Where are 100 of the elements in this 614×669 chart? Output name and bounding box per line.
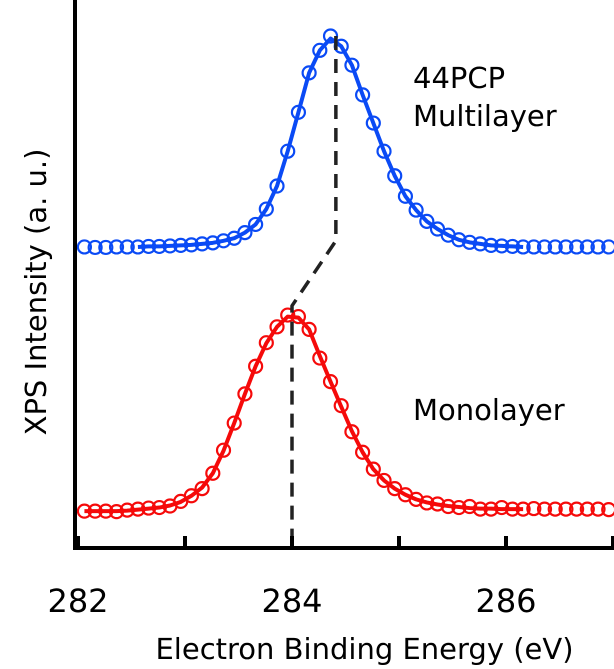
point	[269, 319, 285, 334]
x-tick-label: 284	[261, 582, 323, 620]
point	[462, 234, 478, 250]
point	[344, 424, 360, 440]
point	[483, 238, 499, 254]
point	[462, 498, 478, 514]
point	[280, 144, 296, 159]
point	[569, 501, 584, 517]
point	[366, 115, 381, 131]
point	[98, 240, 114, 256]
point	[248, 358, 264, 374]
point	[355, 87, 370, 102]
point	[141, 500, 156, 516]
point	[451, 500, 467, 516]
point	[269, 178, 285, 194]
point	[387, 168, 402, 184]
point	[536, 239, 552, 255]
point	[590, 239, 606, 255]
point	[526, 239, 542, 255]
point	[184, 237, 200, 252]
point	[387, 481, 402, 496]
point	[162, 498, 178, 514]
point	[130, 239, 146, 255]
point	[376, 144, 392, 159]
point	[88, 240, 103, 256]
point	[408, 492, 424, 507]
point	[302, 322, 317, 337]
point	[237, 386, 253, 402]
point	[162, 238, 178, 254]
point	[366, 462, 381, 477]
point	[248, 216, 264, 232]
point	[580, 239, 595, 255]
point	[312, 42, 328, 58]
point	[237, 225, 253, 240]
point	[494, 500, 510, 516]
point	[569, 239, 584, 255]
point	[194, 236, 210, 252]
annotation: 44PCP Multilayer	[413, 61, 557, 133]
point	[322, 28, 338, 44]
point	[76, 239, 92, 255]
point	[258, 335, 274, 350]
point	[184, 488, 200, 504]
point	[536, 501, 552, 517]
point	[216, 233, 232, 248]
point	[494, 238, 510, 254]
point	[504, 238, 520, 254]
point	[205, 235, 220, 250]
point	[108, 239, 124, 255]
point	[258, 201, 274, 217]
point	[516, 239, 531, 255]
point	[376, 472, 392, 488]
point	[440, 228, 456, 243]
point	[76, 504, 92, 519]
point	[152, 238, 167, 254]
point	[483, 501, 499, 517]
point	[88, 504, 103, 519]
point	[526, 500, 542, 516]
point	[312, 350, 328, 366]
point	[451, 232, 467, 248]
point	[590, 501, 606, 517]
point	[548, 239, 563, 255]
point	[226, 230, 242, 246]
point	[108, 504, 124, 520]
point	[130, 501, 146, 517]
y-axis-title: XPS Intensity (a. u.)	[19, 148, 53, 436]
x-tick-label: 282	[47, 582, 109, 620]
point	[355, 444, 370, 460]
point	[548, 501, 563, 517]
point	[141, 238, 156, 254]
point	[504, 501, 520, 517]
point	[290, 104, 306, 120]
point	[344, 58, 360, 73]
point	[205, 466, 220, 481]
point	[120, 502, 135, 518]
point	[98, 504, 114, 519]
point	[472, 236, 488, 252]
point	[322, 374, 338, 390]
point	[302, 65, 317, 80]
point	[334, 38, 349, 54]
x-axis-title: Electron Binding Energy (eV)	[155, 632, 574, 666]
point	[430, 496, 446, 512]
point	[430, 221, 446, 237]
point	[580, 501, 595, 517]
point	[120, 239, 135, 255]
point	[226, 415, 242, 431]
point	[398, 487, 414, 502]
x-tick-label: 286	[475, 582, 537, 620]
point	[173, 494, 188, 510]
point	[558, 501, 574, 517]
point	[290, 308, 306, 324]
point	[419, 495, 434, 511]
point	[280, 307, 296, 323]
point	[173, 238, 188, 254]
point	[408, 202, 424, 218]
annotation: Monolayer	[413, 393, 565, 427]
point	[472, 501, 488, 517]
point	[152, 500, 167, 516]
point	[334, 398, 349, 414]
point	[419, 214, 434, 229]
point	[216, 442, 232, 458]
